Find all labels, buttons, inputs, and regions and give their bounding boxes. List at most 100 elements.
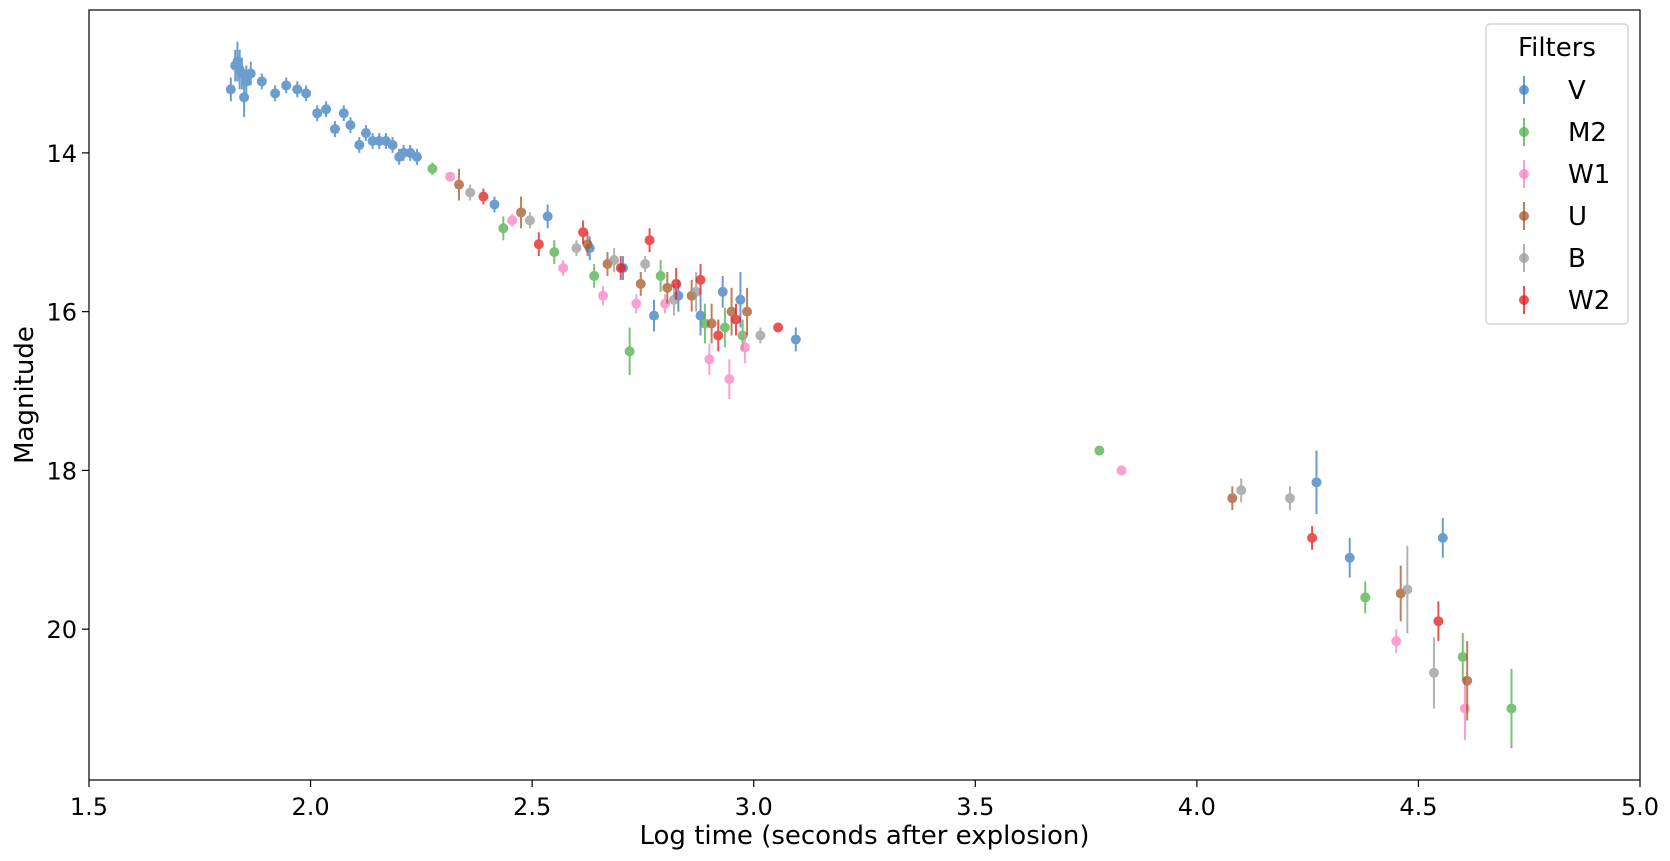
- y-tick-label: 18: [46, 457, 77, 485]
- data-point: [691, 286, 702, 297]
- legend-item-b: B: [1519, 244, 1586, 274]
- legend-item-u: U: [1519, 202, 1587, 232]
- data-point: [270, 88, 281, 99]
- data-point: [717, 286, 728, 297]
- data-point: [360, 128, 371, 139]
- series-m2: [427, 162, 1517, 749]
- plot-frame: [88, 9, 1641, 781]
- data-point: [1428, 667, 1439, 678]
- legend-title: Filters: [1518, 33, 1596, 63]
- x-tick-label: 5.0: [1621, 793, 1659, 821]
- data-point: [281, 80, 292, 91]
- data-point: [1094, 445, 1105, 456]
- legend-item-w1: W1: [1519, 160, 1610, 190]
- plot-area: [225, 41, 1517, 749]
- data-point: [387, 139, 398, 150]
- data-point: [578, 227, 589, 238]
- data-point: [640, 259, 651, 270]
- data-point: [454, 179, 465, 190]
- legend-entries: V M2 W1 UB W2: [1519, 76, 1610, 316]
- data-point: [662, 282, 673, 293]
- data-point: [598, 290, 609, 301]
- data-point: [1284, 493, 1295, 504]
- x-axis: 1.5 2.0 2.5 3.0 3.5 4.0 4.5 5.0: [70, 780, 1659, 821]
- data-point: [644, 235, 655, 246]
- data-point: [790, 334, 801, 345]
- x-tick-label: 3.5: [956, 793, 994, 821]
- data-point: [533, 239, 544, 250]
- data-point: [507, 215, 518, 226]
- data-point: [241, 76, 252, 87]
- x-tick-label: 4.5: [1399, 793, 1437, 821]
- data-point: [713, 330, 724, 341]
- data-point: [411, 151, 422, 162]
- legend-marker: [1519, 253, 1529, 263]
- data-point: [635, 278, 646, 289]
- data-point: [478, 191, 489, 202]
- data-point: [1433, 616, 1444, 627]
- data-point: [615, 262, 626, 273]
- y-axis-label: Magnitude: [10, 326, 40, 464]
- legend-item-w2: W2: [1519, 286, 1610, 316]
- data-point: [719, 322, 730, 333]
- data-point: [329, 124, 340, 135]
- data-point: [489, 199, 500, 210]
- data-point: [354, 139, 365, 150]
- x-tick-label: 2.0: [291, 793, 329, 821]
- data-point: [668, 294, 679, 305]
- x-tick-label: 3.0: [735, 793, 773, 821]
- data-point: [1391, 636, 1402, 647]
- data-point: [704, 354, 715, 365]
- legend-marker: [1519, 211, 1529, 221]
- data-point: [624, 346, 635, 357]
- x-tick-label: 2.5: [513, 793, 551, 821]
- data-point: [1360, 592, 1371, 603]
- data-point: [427, 163, 438, 174]
- data-point: [755, 330, 766, 341]
- legend-marker: [1519, 85, 1529, 95]
- legend-label: V: [1568, 76, 1586, 106]
- legend-label: U: [1568, 202, 1587, 232]
- data-point: [582, 239, 593, 250]
- legend-label: W1: [1568, 160, 1610, 190]
- data-point: [1462, 675, 1473, 686]
- data-point: [739, 342, 750, 353]
- data-point: [549, 247, 560, 258]
- data-point: [292, 84, 303, 95]
- data-point: [236, 68, 247, 79]
- data-point: [706, 318, 717, 329]
- data-point: [1402, 584, 1413, 595]
- data-point: [1307, 532, 1318, 543]
- y-tick-label: 14: [46, 140, 77, 168]
- series-w2: [478, 188, 1444, 642]
- data-point: [1116, 465, 1127, 476]
- x-tick-label: 4.0: [1178, 793, 1216, 821]
- data-point: [524, 215, 535, 226]
- data-point: [660, 298, 671, 309]
- x-tick-label: 1.5: [70, 793, 108, 821]
- legend-marker: [1519, 295, 1529, 305]
- data-point: [730, 314, 741, 325]
- legend-item-m2: M2: [1519, 118, 1607, 148]
- data-point: [571, 243, 582, 254]
- series-v: [225, 41, 1448, 578]
- legend-label: W2: [1568, 286, 1610, 316]
- data-point: [735, 294, 746, 305]
- data-point: [1311, 477, 1322, 488]
- data-point: [1227, 493, 1238, 504]
- y-tick-label: 16: [46, 299, 77, 327]
- series-b: [465, 184, 1439, 709]
- x-axis-label: Log time (seconds after explosion): [639, 821, 1089, 851]
- data-point: [245, 68, 256, 79]
- data-point: [1506, 703, 1517, 714]
- data-point: [558, 262, 569, 273]
- series-u: [454, 168, 1473, 721]
- data-point: [345, 120, 356, 131]
- data-point: [321, 104, 332, 115]
- data-point: [773, 322, 784, 333]
- data-point: [338, 108, 349, 119]
- data-point: [256, 76, 267, 87]
- legend-label: B: [1568, 244, 1586, 274]
- legend-marker: [1519, 127, 1529, 137]
- y-axis: 14 16 18 20: [46, 140, 89, 644]
